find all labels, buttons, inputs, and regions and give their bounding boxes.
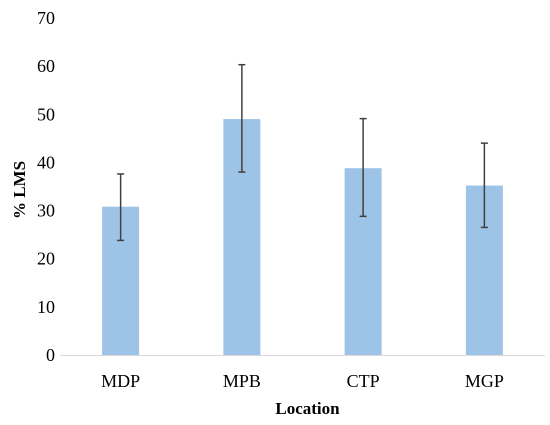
y-tick-label: 50: [37, 104, 55, 124]
error-bar-mpb: [238, 63, 246, 173]
y-axis-ticks: 0 10 20 30 40 50 60 70: [37, 8, 55, 365]
y-tick-label: 0: [46, 345, 55, 365]
y-tick-label: 70: [37, 8, 55, 28]
x-tick-label-mpb: MPB: [223, 371, 261, 391]
x-tick-label-ctp: CTP: [347, 371, 380, 391]
y-tick-label: 10: [37, 297, 55, 317]
error-bar-ctp: [359, 117, 367, 218]
y-tick-label: 60: [37, 56, 55, 76]
y-tick-label: 40: [37, 152, 55, 172]
bars: [102, 119, 503, 355]
x-axis-category-labels: MDP MPB CTP MGP: [101, 371, 504, 391]
error-bar-mdp: [117, 173, 125, 242]
x-tick-label-mgp: MGP: [465, 371, 504, 391]
y-tick-label: 30: [37, 201, 55, 221]
x-tick-label-mdp: MDP: [101, 371, 140, 391]
y-tick-label: 20: [37, 249, 55, 269]
error-bar-mgp: [480, 142, 488, 229]
error-bars: [117, 63, 488, 242]
x-axis-title: Location: [275, 399, 340, 418]
y-axis-title: % LMS: [10, 161, 29, 219]
